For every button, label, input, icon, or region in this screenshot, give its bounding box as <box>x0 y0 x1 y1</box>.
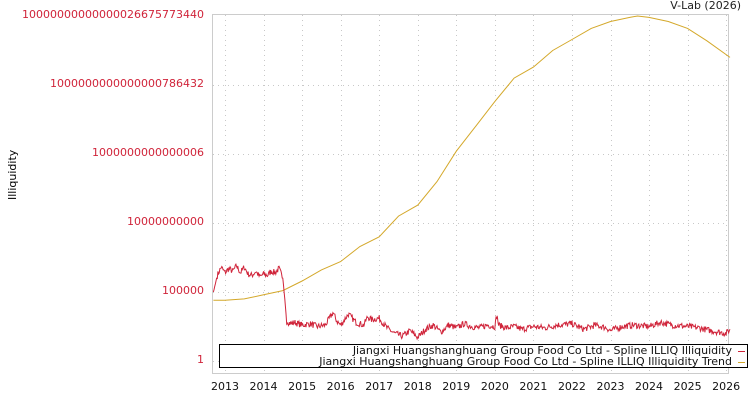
x-tick-label: 2026 <box>712 380 741 393</box>
legend-item-illiquidity: Jiangxi Huangshanghuang Group Food Co Lt… <box>353 345 745 357</box>
trend-line <box>213 15 731 301</box>
y-tick-label: 100000 <box>162 284 204 297</box>
x-tick-label: 2019 <box>442 380 471 393</box>
legend-swatch-gold <box>738 361 745 363</box>
x-tick-label: 2015 <box>288 380 317 393</box>
x-tick-label: 2016 <box>326 380 355 393</box>
x-tick-label: 2023 <box>596 380 625 393</box>
y-tick-label: 10000000000000026675773440 <box>22 8 204 21</box>
x-tick-label: 2014 <box>249 380 278 393</box>
plot-frame <box>212 14 729 374</box>
y-tick-label: 1000000000000006 <box>92 146 204 159</box>
chart-credit: V-Lab (2026) <box>670 0 741 12</box>
y-tick-label: 10000000000 <box>127 215 204 228</box>
y-tick-label: 1 <box>197 353 204 366</box>
x-tick-label: 2025 <box>673 380 702 393</box>
legend-label: Jiangxi Huangshanghuang Group Food Co Lt… <box>319 355 732 368</box>
x-tick-label: 2021 <box>519 380 548 393</box>
x-tick-label: 2020 <box>480 380 509 393</box>
x-tick-label: 2024 <box>635 380 664 393</box>
x-tick-label: 2022 <box>557 380 586 393</box>
x-tick-label: 2017 <box>365 380 394 393</box>
legend-item-trend: Jiangxi Huangshanghuang Group Food Co Lt… <box>319 356 745 368</box>
x-tick-label: 2018 <box>403 380 432 393</box>
illiquidity-line <box>212 263 731 341</box>
legend-label: Jiangxi Huangshanghuang Group Food Co Lt… <box>352 344 732 357</box>
legend-swatch-red <box>738 350 745 352</box>
legend: Jiangxi Huangshanghuang Group Food Co Lt… <box>219 344 748 368</box>
x-tick-label: 2013 <box>211 380 239 393</box>
y-tick-label: 1000000000000000786432 <box>50 77 204 90</box>
